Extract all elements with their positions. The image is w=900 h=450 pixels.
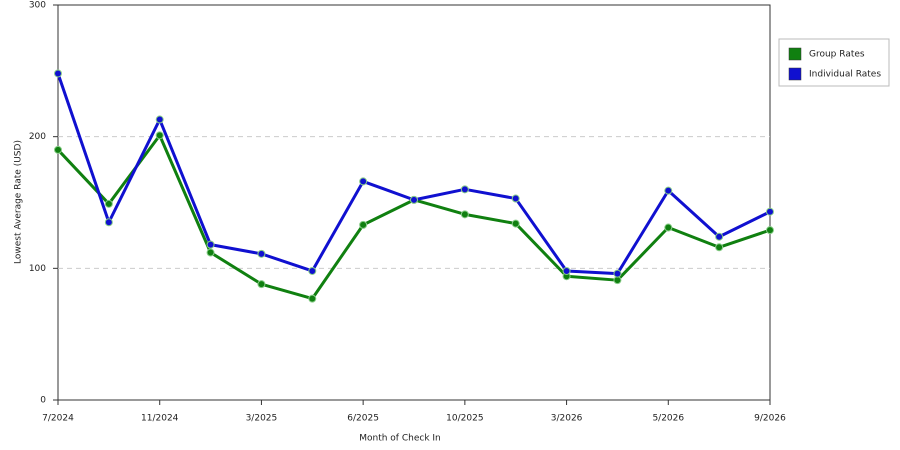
x-axis-label: Month of Check In [359,434,441,444]
plot-area [57,4,771,401]
y-tick-label: 300 [29,1,46,11]
data-point [308,294,317,303]
data-point [460,185,469,194]
data-point [562,266,571,275]
data-point [460,210,469,219]
data-point [715,232,724,241]
y-tick-label: 100 [29,264,46,274]
data-point [359,177,368,186]
data-point [54,69,62,78]
data-point [104,199,113,208]
data-point [766,226,774,235]
x-tick-label: 3/2026 [551,414,583,424]
y-tick-label: 0 [40,396,46,406]
y-tick-label: 200 [29,132,46,142]
data-point [664,223,673,232]
data-point [613,269,622,278]
data-point [511,219,520,228]
data-point [410,195,418,204]
x-tick-label: 11/2024 [141,414,179,424]
data-point [359,220,368,229]
data-point [54,145,62,154]
data-point [257,280,266,289]
data-point [206,248,215,257]
data-point [664,186,673,195]
data-point [715,243,724,252]
series-line [56,72,771,276]
y-axis-label: Lowest Average Rate (USD) [14,140,24,264]
data-point [613,276,622,285]
x-tick-label: 10/2025 [446,414,483,424]
legend-swatch [788,47,802,61]
series-line [56,133,771,301]
x-tick-label: 5/2026 [652,414,684,424]
x-tick-label: 6/2025 [347,414,379,424]
x-tick-label: 3/2025 [246,414,278,424]
data-point [155,115,164,124]
data-point [257,249,266,258]
data-point [766,207,774,216]
legend-label: Individual Rates [809,70,881,80]
data-point [206,240,215,249]
x-tick-label: 7/2024 [42,414,74,424]
data-point [104,218,113,227]
data-point [155,131,164,140]
data-point [511,194,520,203]
data-point [308,266,317,275]
x-tick-label: 9/2026 [754,414,786,424]
legend-label: Group Rates [809,50,865,60]
legend-swatch [788,67,802,81]
